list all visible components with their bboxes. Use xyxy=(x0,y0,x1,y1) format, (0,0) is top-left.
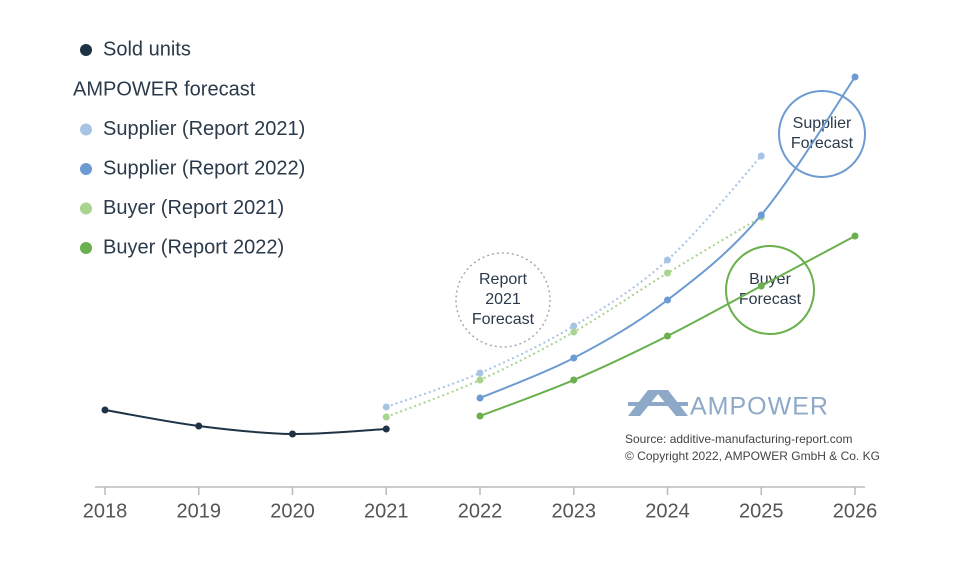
annotation-circle xyxy=(455,252,551,348)
data-point xyxy=(851,232,859,240)
data-point xyxy=(664,269,671,277)
data-point xyxy=(382,403,390,411)
source-text: Source: additive-manufacturing-report.co… xyxy=(625,432,852,446)
data-point xyxy=(664,332,671,340)
logo-icon xyxy=(628,390,688,416)
x-tick-label: 2021 xyxy=(364,500,409,522)
data-point xyxy=(476,376,484,384)
data-point xyxy=(382,413,390,421)
legend-heading: AMPOWER forecast xyxy=(73,78,256,100)
legend-marker xyxy=(80,202,92,215)
x-tick-label: 2018 xyxy=(83,500,128,522)
x-tick-label: 2023 xyxy=(552,500,597,522)
data-point xyxy=(570,376,578,384)
data-point xyxy=(570,328,578,336)
data-point xyxy=(101,406,109,414)
annotation-text: Report xyxy=(479,271,528,288)
x-tick-label: 2022 xyxy=(458,500,503,522)
data-point xyxy=(476,394,484,402)
annotation-text: Forecast xyxy=(791,135,854,152)
data-point xyxy=(570,322,578,330)
legend-marker xyxy=(80,44,92,56)
x-tick-label: 2025 xyxy=(739,500,784,522)
legend-label: Supplier (Report 2021) xyxy=(103,118,305,140)
series-line xyxy=(104,409,387,436)
data-point xyxy=(570,354,578,362)
data-point xyxy=(476,412,484,420)
data-point xyxy=(757,282,765,290)
legend-marker xyxy=(80,242,92,254)
annotation-circle xyxy=(778,90,866,178)
data-point xyxy=(382,425,390,433)
data-point xyxy=(289,430,296,438)
x-tick-label: 2026 xyxy=(833,500,878,522)
annotation-text: 2021 xyxy=(485,291,521,308)
annotation-text: Forecast xyxy=(739,291,802,308)
x-tick-label: 2020 xyxy=(270,500,315,522)
data-point xyxy=(757,211,765,219)
legend-marker xyxy=(80,163,92,175)
data-point xyxy=(851,73,859,81)
data-point xyxy=(476,369,484,377)
data-point xyxy=(195,422,203,430)
series-line xyxy=(385,155,762,408)
data-point xyxy=(664,296,671,304)
legend-label: Buyer (Report 2021) xyxy=(103,197,284,219)
data-point xyxy=(664,256,671,264)
annotation-circle xyxy=(725,245,815,335)
legend-label: Supplier (Report 2022) xyxy=(103,157,305,179)
legend-label: Buyer (Report 2022) xyxy=(103,236,284,258)
x-tick-label: 2024 xyxy=(645,500,690,522)
source-text: © Copyright 2022, AMPOWER GmbH & Co. KG xyxy=(625,449,880,463)
data-point xyxy=(757,152,765,160)
annotation-text: Forecast xyxy=(472,311,535,328)
legend-marker xyxy=(80,123,92,136)
legend-label: Sold units xyxy=(103,38,191,60)
x-tick-label: 2019 xyxy=(177,500,222,522)
logo-text: AMPOWER xyxy=(690,393,829,421)
series-line xyxy=(479,76,856,399)
annotation-text: Supplier xyxy=(793,115,852,132)
